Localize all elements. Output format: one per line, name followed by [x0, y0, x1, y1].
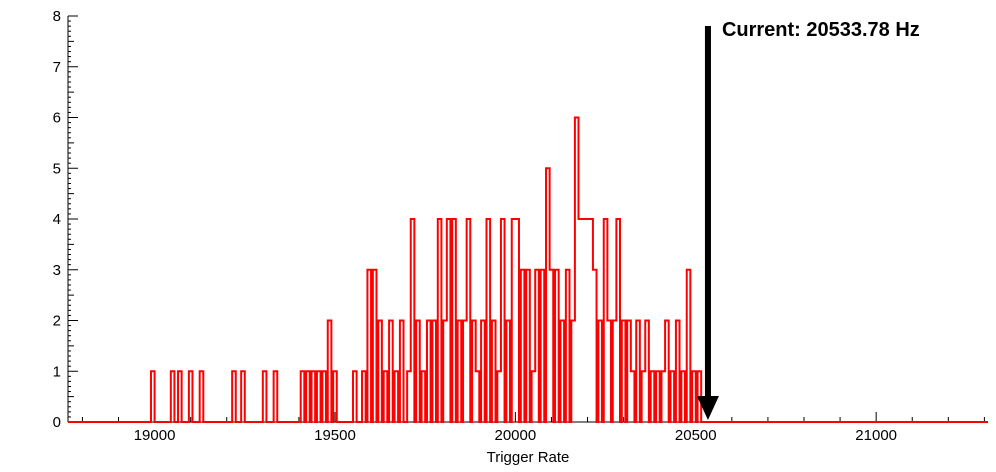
current-rate-annotation: Current: 20533.78 Hz [721, 19, 920, 41]
histogram-step-line [68, 116, 988, 423]
x-tick-label: 20000 [495, 427, 537, 444]
y-tick-label: 5 [53, 160, 61, 177]
x-axis-label: Trigger Rate [486, 449, 570, 466]
y-tick-label: 7 [53, 59, 61, 76]
y-tick-label: 1 [53, 363, 61, 380]
x-tick-label: 19500 [314, 427, 356, 444]
x-tick-label: 20500 [675, 427, 717, 444]
y-tick-label: 4 [53, 211, 61, 228]
x-tick-label: 19000 [134, 427, 176, 444]
y-tick-label: 6 [53, 110, 61, 127]
y-tick-label: 2 [53, 313, 61, 330]
y-tick-label: 0 [53, 414, 61, 431]
current-rate-arrow-head [696, 396, 719, 420]
y-tick-label: 8 [53, 8, 61, 25]
y-tick-label: 3 [53, 262, 61, 279]
x-tick-label: 21000 [855, 427, 897, 444]
